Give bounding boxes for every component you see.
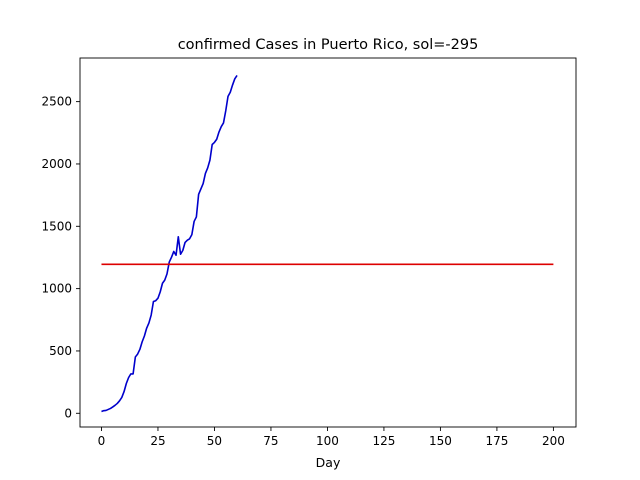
plot-frame	[79, 57, 577, 428]
x-tick-label: 125	[372, 434, 395, 448]
plot-area	[79, 57, 577, 428]
chart-title: confirmed Cases in Puerto Rico, sol=-295	[178, 37, 479, 53]
x-axis-label: Day	[316, 455, 341, 470]
y-axis: 0 500 1000 1500 2000 2500	[41, 95, 80, 420]
x-tick-label: 150	[429, 434, 452, 448]
y-tick-label: 1000	[41, 282, 72, 296]
x-tick-label: 100	[316, 434, 339, 448]
x-tick-label: 25	[150, 434, 165, 448]
x-tick-label: 175	[485, 434, 508, 448]
x-tick-label: 75	[263, 434, 278, 448]
x-axis: 0 25 50 75 100 125 150 175 200	[98, 427, 565, 448]
x-tick-label: 200	[542, 434, 565, 448]
series-line-1	[101, 75, 238, 413]
y-tick-label: 1500	[41, 219, 72, 233]
y-tick-label: 500	[49, 344, 72, 358]
y-tick-label: 0	[64, 406, 72, 420]
x-tick-label: 50	[207, 434, 222, 448]
y-tick-label: 2000	[41, 157, 72, 171]
y-tick-label: 2500	[41, 95, 72, 109]
x-tick-label: 0	[98, 434, 106, 448]
